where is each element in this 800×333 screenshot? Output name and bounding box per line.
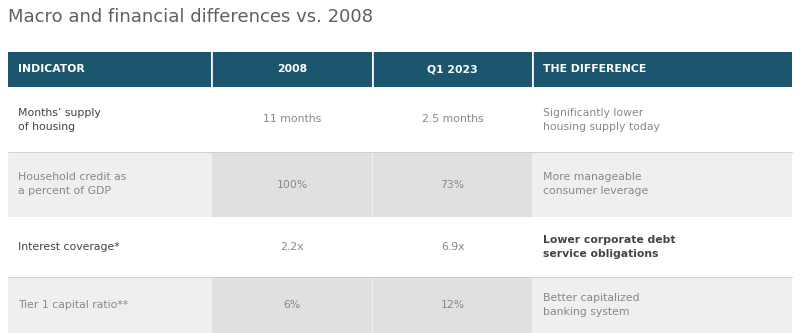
Text: Months’ supply
of housing: Months’ supply of housing: [18, 108, 101, 132]
Text: THE DIFFERENCE: THE DIFFERENCE: [543, 65, 646, 75]
Text: Lower corporate debt
service obligations: Lower corporate debt service obligations: [543, 235, 675, 259]
Text: More manageable
consumer leverage: More manageable consumer leverage: [543, 172, 648, 196]
Text: Macro and financial differences vs. 2008: Macro and financial differences vs. 2008: [8, 8, 373, 26]
Text: 11 months: 11 months: [263, 115, 321, 125]
Bar: [212, 277, 372, 333]
Bar: [8, 217, 792, 277]
Bar: [8, 277, 792, 333]
Text: 6.9x: 6.9x: [441, 242, 464, 252]
Text: 73%: 73%: [441, 179, 465, 189]
Bar: [373, 152, 532, 217]
Text: 6%: 6%: [283, 300, 301, 310]
Text: Better capitalized
banking system: Better capitalized banking system: [543, 293, 639, 317]
Text: INDICATOR: INDICATOR: [18, 65, 85, 75]
Text: Significantly lower
housing supply today: Significantly lower housing supply today: [543, 108, 660, 132]
Text: 12%: 12%: [441, 300, 465, 310]
Bar: [8, 87, 792, 152]
Bar: [212, 52, 372, 87]
Text: Tier 1 capital ratio**: Tier 1 capital ratio**: [18, 300, 128, 310]
Bar: [533, 52, 792, 87]
Text: Q1 2023: Q1 2023: [427, 65, 478, 75]
Bar: [373, 52, 532, 87]
Bar: [8, 152, 792, 217]
Text: 100%: 100%: [276, 179, 308, 189]
Text: 2008: 2008: [277, 65, 307, 75]
Text: Interest coverage*: Interest coverage*: [18, 242, 120, 252]
Text: 2.5 months: 2.5 months: [422, 115, 483, 125]
Text: 2.2x: 2.2x: [280, 242, 304, 252]
Bar: [212, 152, 372, 217]
Bar: [373, 277, 532, 333]
Text: Household credit as
a percent of GDP: Household credit as a percent of GDP: [18, 172, 126, 196]
Bar: [8, 52, 211, 87]
